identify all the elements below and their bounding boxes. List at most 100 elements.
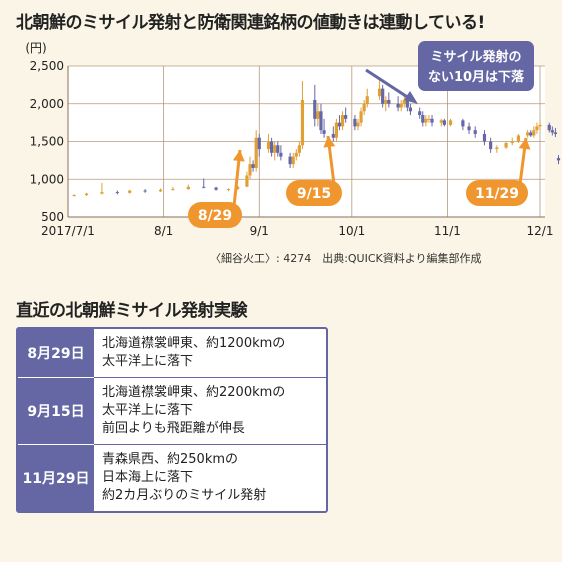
candle-body (365, 96, 369, 104)
candle-body (535, 126, 539, 131)
y-unit-label: (円) (25, 41, 46, 55)
candle-body (359, 111, 363, 123)
y-tick-label: 1,000 (30, 172, 64, 186)
candle-body (405, 99, 409, 108)
candle-body (316, 111, 320, 119)
candle-body (427, 118, 431, 120)
candle-body (510, 141, 514, 144)
x-tick-label: 11/1 (434, 224, 461, 238)
y-tick-label: 500 (41, 210, 64, 224)
candle-body (473, 130, 477, 134)
callout-text-line: ミサイル発射の (430, 49, 521, 65)
candle-body (254, 137, 258, 168)
candle-body (356, 122, 360, 127)
candle-body (100, 192, 104, 194)
test-description-line: 北海道襟裳岬東、約1200kmの (102, 336, 286, 351)
candle-body (467, 126, 471, 131)
candle-body (448, 120, 453, 125)
candle-body (340, 115, 345, 127)
x-tick-label: 9/1 (250, 224, 269, 238)
candle-body (334, 122, 338, 138)
candle-body (186, 186, 190, 190)
candle-body (362, 103, 366, 112)
candle-body (384, 99, 388, 104)
section-title: 直近の北朝鮮ミサイル発射実験 (16, 301, 248, 321)
candle-body (143, 190, 147, 192)
candle-body (461, 120, 465, 127)
candle-body (344, 115, 348, 119)
test-description-line: 北海道襟裳岬東、約2200kmの (102, 385, 286, 400)
test-row: 9月15日 北海道襟裳岬東、約2200kmの 太平洋上に落下 前回よりも飛距離が… (18, 377, 326, 444)
candle-body (319, 111, 323, 131)
candle-body (399, 103, 403, 108)
candle-body (313, 99, 317, 119)
source-note: 〈細谷火工〉: 4274 出典:QUICK資料より編集部作成 (210, 252, 482, 265)
chart-title: 北朝鮮のミサイル発射と防衛関連銘柄の値動きは連動している! (16, 13, 485, 33)
candle-body (408, 107, 413, 112)
test-description: 北海道襟裳岬東、約2200kmの 太平洋上に落下 前回よりも飛距離が伸長 (94, 378, 293, 444)
candle-body (396, 103, 400, 108)
candle-body (158, 189, 163, 192)
candle-body (273, 145, 277, 153)
candle-body (421, 115, 425, 123)
annotation-label: 8/29 (198, 208, 232, 224)
annotation-label: 11/29 (475, 186, 519, 202)
candle-body (430, 118, 434, 123)
candle-body (377, 88, 382, 97)
x-tick-label: 10/1 (338, 224, 365, 238)
candle-body (115, 192, 119, 194)
y-tick-label: 2,500 (30, 59, 64, 73)
candle-body (504, 143, 508, 148)
candle-body (322, 130, 326, 134)
annotation-label-box (188, 202, 242, 228)
candle-body (526, 132, 530, 136)
candle-body (291, 156, 295, 165)
candle-body (538, 124, 542, 127)
test-row: 8月29日 北海道襟裳岬東、約1200kmの 太平洋上に落下 (18, 329, 326, 377)
callout-text-line: ない10月は下落 (428, 69, 525, 85)
candle-body (245, 175, 249, 187)
candle-body (495, 147, 499, 150)
candle-body (489, 141, 493, 150)
candle-body (337, 122, 342, 127)
candle-body (288, 156, 292, 165)
candle-body (402, 99, 406, 104)
test-date: 11月29日 (18, 444, 94, 511)
candle-body (236, 186, 240, 190)
candle-body (128, 190, 132, 193)
test-date: 9月15日 (18, 377, 94, 444)
candle-body (214, 187, 218, 190)
candle-body (482, 133, 487, 142)
annotation-label: 9/15 (297, 186, 331, 202)
y-tick-label: 1,500 (30, 135, 64, 149)
annotation-arrowhead (232, 150, 245, 162)
candle-body (331, 133, 335, 138)
candle-body (442, 120, 446, 125)
annotation-arrowhead (323, 136, 336, 148)
test-description: 青森県西、約250kmの 日本海上に落下 約2カ月ぶりのミサイル発射 (94, 445, 274, 511)
candle-body (202, 186, 206, 188)
candle-body (300, 99, 305, 146)
candle-body (251, 164, 255, 168)
x-tick-label: 2017/7/1 (41, 224, 95, 238)
candle-body (418, 111, 422, 116)
candle-body (257, 137, 261, 150)
candle-body (547, 124, 551, 131)
candle-body (353, 118, 357, 127)
callout-box (418, 41, 534, 91)
test-description-line: 日本海上に落下 (102, 470, 194, 485)
candle-body (248, 164, 252, 176)
candle-body (553, 132, 558, 134)
callout-arrowhead (404, 91, 418, 104)
candle-body (294, 152, 298, 157)
candle-body (72, 195, 76, 197)
test-description-line: 太平洋上に落下 (102, 403, 194, 418)
annotation-arrowhead (518, 138, 531, 150)
test-description-line: 前回よりも飛距離が伸長 (102, 421, 245, 436)
test-description-line: 青森県西、約250kmの (102, 452, 239, 467)
x-tick-label: 8/1 (154, 224, 173, 238)
test-description-line: 約2カ月ぶりのミサイル発射 (102, 488, 267, 503)
annotation-label-box (466, 180, 528, 206)
candle-body (84, 193, 89, 196)
test-description-line: 太平洋上に落下 (102, 354, 194, 369)
